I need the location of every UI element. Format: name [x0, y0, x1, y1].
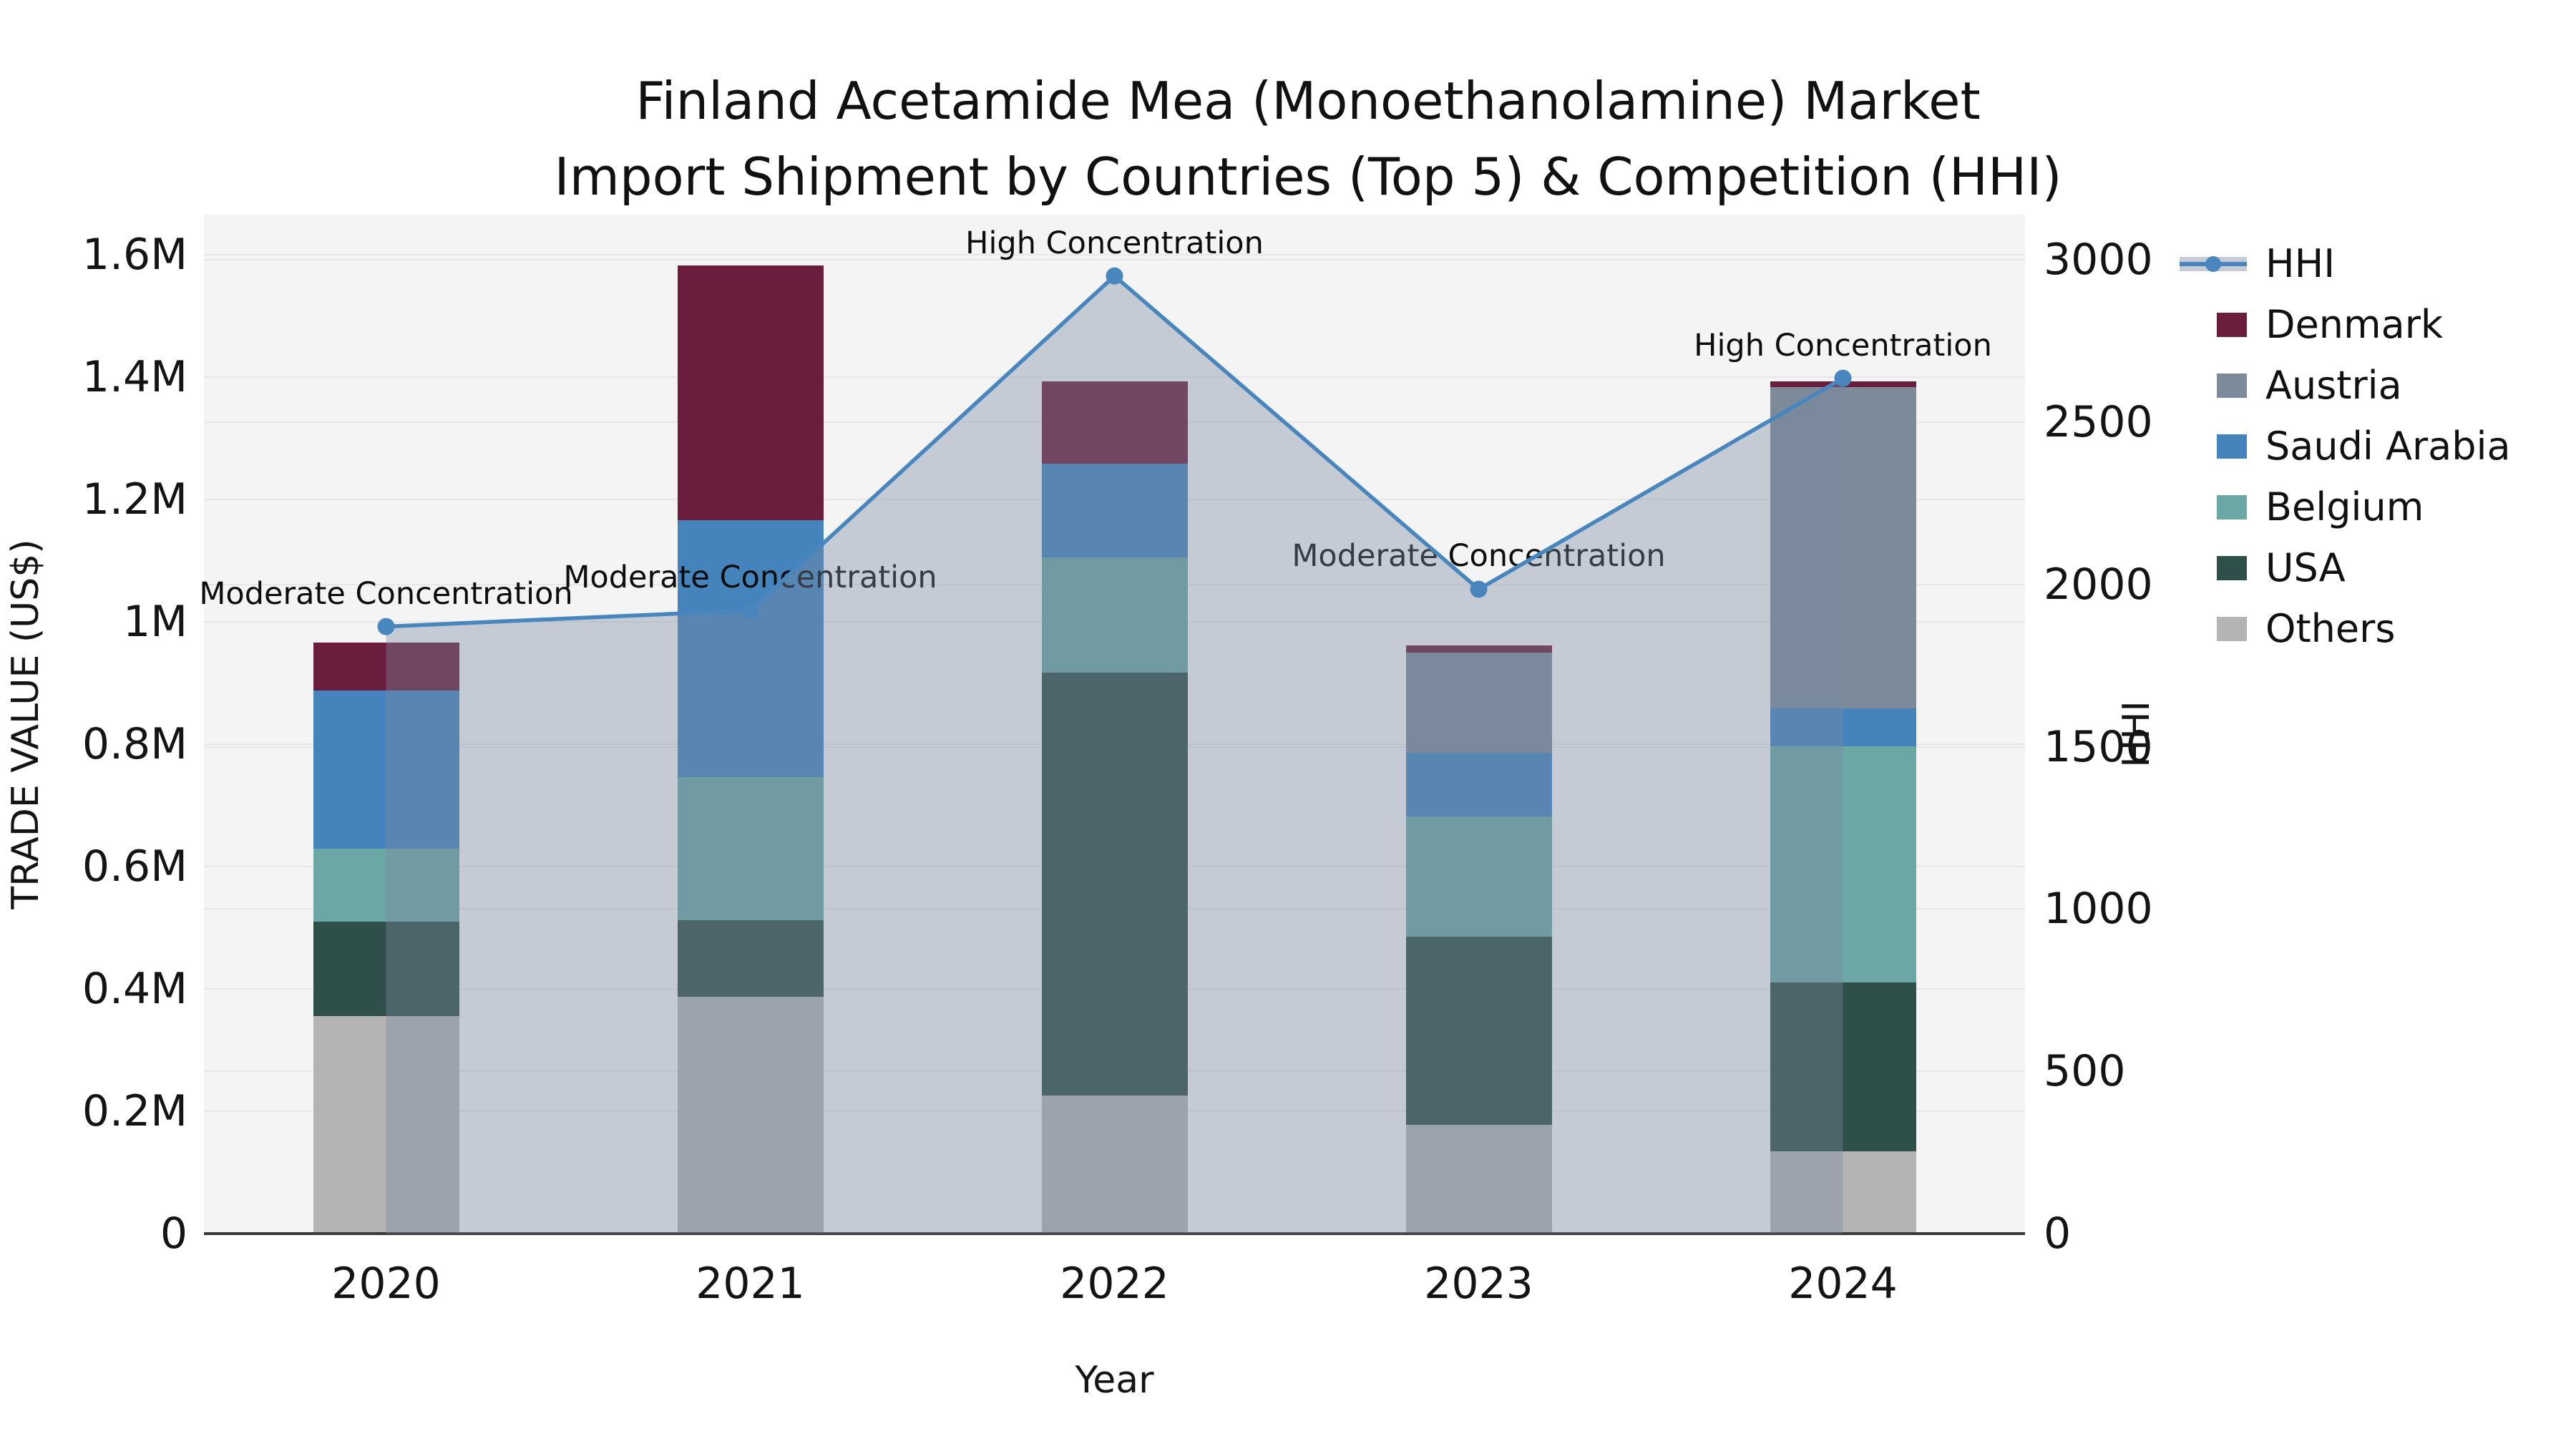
- legend-swatch: [2217, 494, 2247, 519]
- legend: HHI Denmark Austria Saudi Arabia Belgium USA O…: [2180, 233, 2511, 659]
- bar-segment-saudi-arabia-2020: [313, 690, 459, 849]
- y-axis-right-title: HHI: [2115, 701, 2158, 768]
- legend-item-usa: USA: [2180, 537, 2511, 598]
- legend-label: Others: [2265, 606, 2396, 651]
- y-tick-left: 0.8M: [82, 719, 187, 769]
- y-tick-right: 1500: [2044, 721, 2153, 772]
- bar-segment-saudi-arabia-2022: [1041, 464, 1188, 558]
- bar-segment-usa-2023: [1405, 937, 1552, 1125]
- legend-item-hhi: HHI: [2180, 233, 2511, 294]
- y-tick-left: 1M: [123, 597, 187, 647]
- legend-item-belgium: Belgium: [2180, 477, 2511, 537]
- bar-segment-usa-2021: [677, 920, 824, 997]
- bar-segment-austria-2023: [1405, 652, 1552, 753]
- legend-item-denmark: Denmark: [2180, 294, 2511, 355]
- bar-segment-usa-2024: [1770, 982, 1916, 1151]
- hhi-dot-swatch: [2205, 255, 2221, 272]
- x-tick: 2023: [1424, 1259, 1533, 1309]
- y-tick-left: 1.4M: [82, 352, 187, 402]
- y-tick-left: 0.4M: [82, 964, 187, 1014]
- y-tick-left: 0.6M: [82, 841, 187, 892]
- y-tick-right: 2500: [2044, 396, 2153, 447]
- bar-segment-saudi-arabia-2023: [1405, 752, 1552, 816]
- hhi-legend-glyph: [2180, 252, 2247, 276]
- bar-segment-belgium-2022: [1041, 557, 1188, 673]
- y-tick-left: 0: [160, 1209, 187, 1259]
- legend-label: Austria: [2265, 363, 2402, 408]
- x-tick: 2021: [696, 1259, 805, 1309]
- y-tick-right: 2000: [2044, 559, 2153, 610]
- legend-label: Belgium: [2265, 484, 2424, 530]
- bar-segment-others-2020: [313, 1016, 459, 1234]
- bar-segment-others-2021: [677, 997, 824, 1234]
- gridline-trade-value: [204, 376, 2025, 378]
- legend-label: HHI: [2265, 241, 2336, 286]
- bar-segment-denmark-2021: [677, 265, 824, 521]
- legend-item-saudi-arabia: Saudi Arabia: [2180, 416, 2511, 477]
- legend-swatch: [2217, 312, 2247, 337]
- chart-title: Finland Acetamide Mea (Monoethanolamine)…: [555, 63, 2062, 215]
- chart-title-line1: Finland Acetamide Mea (Monoethanolamine)…: [635, 71, 1981, 131]
- annotation-2024: High Concentration: [1694, 327, 1992, 364]
- y-tick-right: 1000: [2044, 884, 2153, 935]
- y-tick-right: 3000: [2044, 235, 2153, 285]
- legend-swatch: [2217, 434, 2247, 459]
- x-tick: 2024: [1788, 1259, 1898, 1309]
- annotation-2022: High Concentration: [965, 225, 1264, 261]
- legend-label: USA: [2265, 545, 2346, 590]
- gridline-hhi: [204, 259, 2025, 260]
- x-tick: 2020: [331, 1259, 441, 1309]
- bar-segment-denmark-2022: [1041, 381, 1188, 464]
- bar-segment-belgium-2023: [1405, 816, 1552, 937]
- bar-segment-others-2024: [1770, 1151, 1916, 1234]
- y-tick-left: 0.2M: [82, 1086, 187, 1136]
- legend-swatch: [2217, 555, 2247, 580]
- bar-segment-denmark-2024: [1770, 381, 1916, 387]
- legend-label: Denmark: [2265, 302, 2444, 347]
- y-tick-right: 0: [2044, 1209, 2072, 1259]
- bar-segment-austria-2024: [1770, 386, 1916, 709]
- annotation-2020: Moderate Concentration: [199, 575, 573, 612]
- legend-swatch: [2217, 373, 2247, 398]
- chart-title-line2: Import Shipment by Countries (Top 5) & C…: [554, 147, 2062, 207]
- bar-segment-saudi-arabia-2024: [1770, 708, 1916, 746]
- bar-segment-usa-2022: [1041, 672, 1188, 1096]
- bar-segment-denmark-2020: [313, 643, 459, 691]
- bar-segment-denmark-2023: [1405, 645, 1552, 653]
- x-axis-title: Year: [1075, 1359, 1154, 1402]
- bar-segment-belgium-2024: [1770, 746, 1916, 983]
- annotation-2021: Moderate Concentration: [563, 559, 937, 595]
- annotation-2023: Moderate Concentration: [1292, 538, 1666, 575]
- bar-segment-belgium-2020: [313, 849, 459, 922]
- bar-segment-belgium-2021: [677, 777, 824, 921]
- y-tick-left: 1.2M: [82, 474, 187, 525]
- bar-segment-others-2023: [1405, 1124, 1552, 1234]
- gridline-trade-value: [204, 254, 2025, 255]
- x-axis-line: [204, 1232, 2025, 1235]
- bar-segment-saudi-arabia-2021: [677, 520, 824, 778]
- y-axis-left-title: TRADE VALUE (US$): [4, 539, 47, 909]
- y-tick-right: 500: [2044, 1046, 2126, 1097]
- legend-label: Saudi Arabia: [2265, 424, 2511, 469]
- legend-item-austria: Austria: [2180, 355, 2511, 416]
- bar-segment-others-2022: [1041, 1095, 1188, 1234]
- bar-segment-usa-2020: [313, 921, 459, 1017]
- legend-swatch: [2217, 616, 2247, 641]
- legend-item-others: Others: [2180, 598, 2511, 659]
- y-tick-left: 1.6M: [82, 230, 187, 280]
- x-tick: 2022: [1060, 1259, 1169, 1309]
